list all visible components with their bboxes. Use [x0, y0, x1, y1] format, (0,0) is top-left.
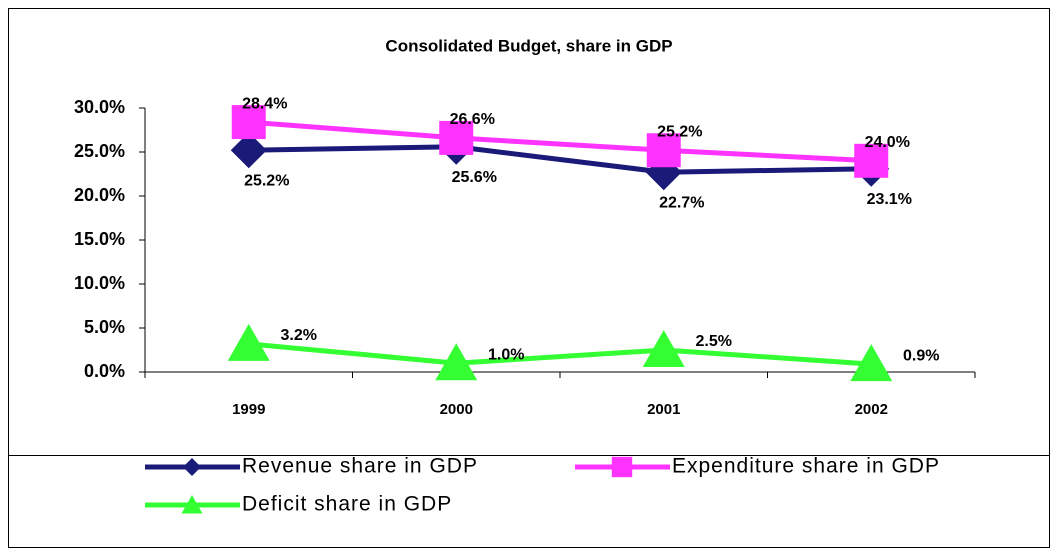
- data-label: 23.1%: [867, 191, 912, 208]
- legend-marker: [611, 456, 633, 478]
- data-label: 25.2%: [657, 123, 702, 140]
- legend-label: Deficit share in GDP: [242, 493, 452, 516]
- marker: [646, 133, 681, 168]
- x-tick-label: 1999: [232, 401, 265, 418]
- marker: [642, 330, 685, 367]
- legend-marker: [183, 458, 201, 476]
- y-tick-label: 5.0%: [84, 317, 125, 337]
- legend-marker: [181, 495, 203, 514]
- data-label: 2.5%: [696, 333, 732, 350]
- y-tick-label: 15.0%: [74, 229, 125, 249]
- data-label: 0.9%: [903, 347, 939, 364]
- series-line: [248, 144, 872, 175]
- y-tick-label: 0.0%: [84, 361, 125, 381]
- data-label: 25.6%: [452, 169, 497, 186]
- marker: [854, 143, 889, 178]
- data-label: 25.2%: [244, 172, 289, 189]
- series-line: [248, 341, 872, 367]
- marker: [850, 344, 893, 382]
- data-label: 3.2%: [281, 327, 317, 344]
- y-tick-label: 10.0%: [74, 273, 125, 293]
- marker: [435, 343, 478, 381]
- x-tick-label: 2000: [440, 401, 473, 418]
- y-tick-label: 25.0%: [74, 141, 125, 161]
- data-label: 28.4%: [242, 95, 287, 112]
- data-label: 1.0%: [488, 346, 524, 363]
- legend-label: Expenditure share in GDP: [672, 455, 940, 478]
- x-tick-label: 2002: [855, 401, 888, 418]
- data-label: 22.7%: [659, 194, 704, 211]
- chart-title: Consolidated Budget, share in GDP: [385, 36, 672, 55]
- y-tick-label: 20.0%: [74, 185, 125, 205]
- marker: [230, 132, 267, 169]
- data-label: 24.0%: [865, 134, 910, 151]
- chart-frame: [8, 8, 1050, 548]
- marker: [227, 323, 270, 361]
- y-tick-label: 30.0%: [74, 97, 125, 117]
- legend-label: Revenue share in GDP: [242, 455, 478, 478]
- series-line: [248, 119, 872, 164]
- marker: [231, 105, 266, 140]
- x-tick-label: 2001: [647, 401, 680, 418]
- marker: [439, 120, 474, 155]
- data-label: 26.6%: [450, 111, 495, 128]
